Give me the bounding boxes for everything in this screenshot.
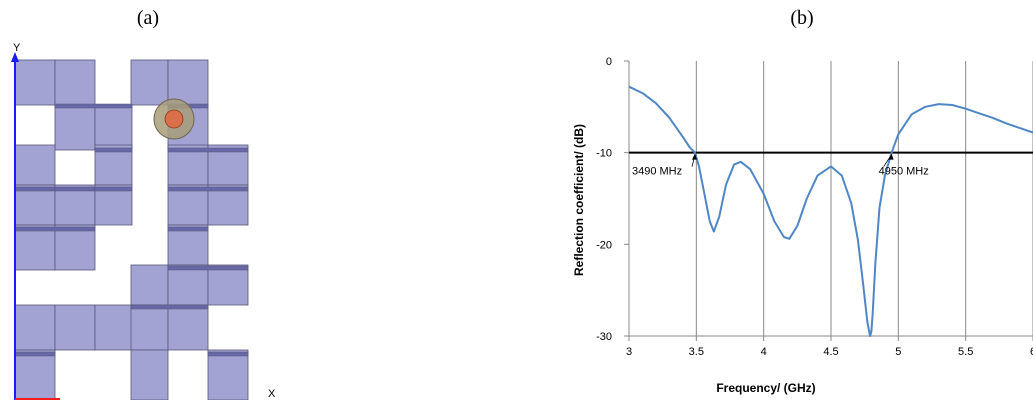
grid-lines	[695, 61, 1033, 336]
patch-cell	[54, 104, 96, 151]
series-line	[628, 85, 1033, 337]
slot-strip	[94, 186, 133, 192]
annotation-label: 4950 MHz	[879, 166, 929, 178]
patch-cell	[94, 304, 133, 351]
via-inner-core	[164, 109, 184, 129]
patch-cell	[14, 59, 56, 106]
y-tick-label: -30	[596, 331, 612, 343]
x-tick-label: 4.5	[823, 346, 838, 358]
patch-cell	[167, 224, 209, 266]
patch-cell	[94, 104, 133, 151]
patch-cell	[167, 184, 209, 226]
patch-cell	[14, 144, 56, 186]
annotation-arrowhead-icon	[888, 153, 894, 160]
slot-strip	[167, 186, 249, 192]
x-tick-label: 6	[1030, 346, 1033, 358]
y-axis-arrow-icon	[11, 52, 19, 62]
x-tick-label: 4	[761, 346, 767, 358]
slot-strip	[54, 103, 133, 109]
panel-a-label: (a)	[137, 7, 159, 29]
patch-cell	[130, 349, 169, 400]
slot-strip	[94, 147, 133, 153]
patch-cell	[54, 224, 96, 271]
patch-cell	[130, 264, 169, 306]
slot-strip	[207, 351, 249, 357]
patch-cell	[54, 304, 96, 351]
slot-strip	[14, 226, 96, 232]
patch-cell	[130, 59, 169, 106]
y-tick-label: -10	[596, 148, 612, 160]
chart-axes	[624, 60, 1033, 341]
y-tick-label: -20	[596, 239, 612, 251]
x-tick-label: 3.5	[689, 346, 704, 358]
slot-strip	[54, 186, 96, 192]
patch-cell	[207, 184, 249, 226]
patch-grid	[14, 59, 249, 400]
patch-cell	[14, 224, 56, 271]
patch-cell	[130, 304, 169, 351]
y-tick-label: 0	[606, 56, 612, 68]
x-tick-label: 5.5	[958, 346, 973, 358]
y-axis-label: Y	[13, 42, 21, 54]
antenna-layout: Y X	[11, 42, 276, 400]
patch-cell	[14, 304, 56, 351]
annotation-arrowhead-icon	[691, 153, 697, 160]
reflection-chart: 0 -10 -20 -30 3 3.5 4 4.5 5 5.5 6 3490 MHz 4950 MHz…	[572, 56, 1033, 395]
slot-strip	[130, 304, 209, 310]
feed-via	[153, 98, 195, 140]
patch-cell	[167, 304, 209, 351]
patch-cell	[54, 59, 96, 106]
x-tick-label: 5	[895, 346, 901, 358]
tick-labels: 0 -10 -20 -30 3 3.5 4 4.5 5 5.5 6	[596, 56, 1033, 358]
x-axis-title: Frequency/ (GHz)	[716, 381, 815, 395]
annotation-label: 3490 MHz	[632, 166, 682, 178]
patch-cell	[207, 349, 249, 400]
slot-strip	[167, 226, 209, 232]
slot-strip	[14, 186, 56, 192]
x-axis-label: X	[268, 388, 276, 400]
series-group	[628, 85, 1033, 337]
patch-cell	[54, 184, 96, 226]
patch-cell	[167, 264, 209, 306]
slot-strip	[14, 351, 56, 357]
slot-strip	[167, 147, 249, 153]
panel-b-label: (b)	[790, 7, 813, 29]
patch-cell	[167, 59, 209, 106]
patch-cell	[207, 264, 249, 306]
annotations: 3490 MHz 4950 MHz	[632, 153, 929, 178]
y-axis-title: Reflection coefficient/ (dB)	[572, 124, 586, 276]
slot-strip	[167, 265, 249, 271]
patch-cell	[94, 184, 133, 226]
patch-cell	[14, 349, 56, 400]
x-tick-label: 3	[626, 346, 632, 358]
